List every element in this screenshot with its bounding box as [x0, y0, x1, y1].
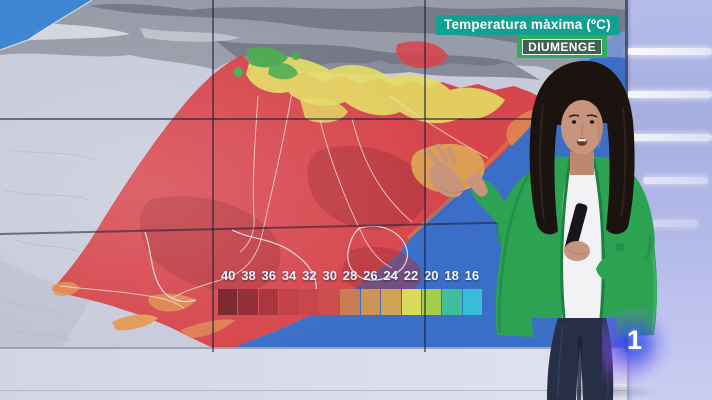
wall-bezel-horizontal [0, 118, 628, 120]
legend-value: 26 [363, 268, 378, 283]
legend-swatches [218, 289, 483, 315]
legend-value: 38 [241, 268, 256, 283]
legend-value: 30 [322, 268, 337, 283]
legend-value: 36 [261, 268, 277, 283]
temperature-legend: 40 38 36 34 32 30 28 26 24 22 20 18 16 [218, 264, 483, 315]
day-badge-label: DIUMENGE [522, 38, 602, 55]
legend-swatch [279, 289, 299, 315]
presenter-tshirt [559, 159, 605, 320]
presenter-fingers [425, 143, 457, 166]
legend-value: 16 [464, 268, 480, 283]
legend-value: 40 [220, 268, 236, 283]
legend-value: 22 [403, 268, 419, 283]
wall-light-slat [627, 91, 712, 98]
channel-logo-number: 1 [627, 325, 643, 355]
legend-value: 28 [342, 268, 358, 283]
legend-swatch [218, 289, 238, 315]
legend-swatch [421, 289, 442, 315]
wall-light-slat [643, 177, 708, 184]
map-sea-biscay [0, 0, 92, 50]
legend-swatch [299, 289, 319, 315]
presenter-hair [529, 60, 635, 235]
map-green-patches [233, 47, 300, 80]
presenter-hand [564, 241, 590, 261]
legend-value: 20 [424, 268, 439, 283]
presenter-face-features [568, 114, 598, 146]
presenter [425, 60, 657, 400]
legend-value: 18 [444, 268, 459, 283]
legend-value: 24 [383, 268, 398, 283]
map-title: Temperatura màxima (ºC) [436, 15, 619, 35]
legend-swatch [462, 289, 483, 315]
legend-swatch [258, 289, 279, 315]
legend-swatch [319, 289, 340, 315]
wall-light-slat [627, 134, 712, 141]
legend-swatch [401, 289, 421, 315]
day-badge: DIUMENGE [517, 35, 607, 58]
floor-seam [0, 390, 627, 391]
presenter-clicker [564, 203, 588, 253]
legend-values: 40 38 36 34 32 30 28 26 24 22 20 18 16 [218, 264, 482, 288]
wall-bezel-vertical [424, 0, 426, 352]
legend-value: 34 [281, 268, 297, 283]
map-temperature-region [52, 55, 545, 352]
wall-light-slat [627, 48, 712, 55]
legend-swatch [442, 289, 462, 315]
wall-light-slat [637, 220, 698, 227]
legend-value: 32 [302, 268, 317, 283]
studio-floor [0, 347, 627, 400]
legend-swatch [360, 289, 381, 315]
channel-logo: 1 [602, 308, 678, 384]
map-borders [144, 225, 408, 303]
legend-swatch [381, 289, 401, 315]
map-rivers [59, 91, 489, 309]
wall-bezel-vertical [212, 0, 214, 352]
legend-swatch [238, 289, 258, 315]
legend-swatch [340, 289, 360, 315]
